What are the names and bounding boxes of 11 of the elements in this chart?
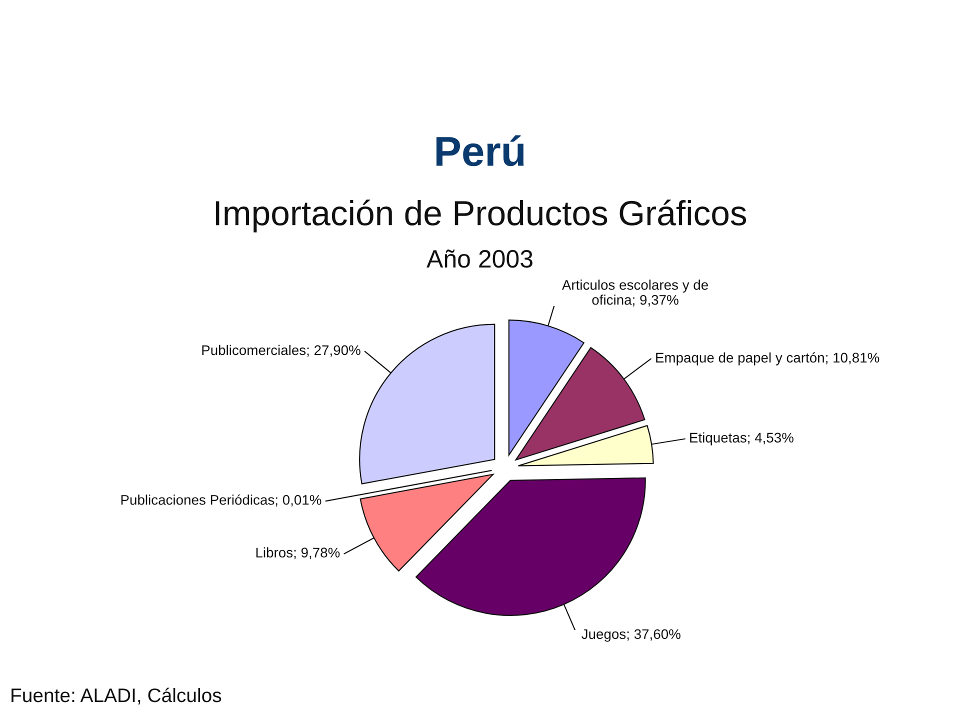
source-note: Fuente: ALADI, Cálculos xyxy=(12,688,222,705)
chart-title: Perú xyxy=(436,135,524,166)
slice-label: Empaque de papel y cartón; 10,81% xyxy=(656,352,880,366)
text: Año 2003 xyxy=(426,250,532,268)
slice-label: Juegos; 37,60% xyxy=(582,629,680,642)
slice-label: Etiquetas; 4,53% xyxy=(690,432,794,446)
legend-label: Libros; 9,78% xyxy=(256,547,340,560)
chart-subtitle: Importación de Productos Gráficos xyxy=(216,200,746,232)
slice-label: Articulos escolares y de oficina; 9,37% xyxy=(562,280,708,306)
slice-label: Publicaciones Periódicas; 0,01% xyxy=(121,494,322,506)
slice-label: Publicomerciales; 27,90% xyxy=(202,344,360,357)
